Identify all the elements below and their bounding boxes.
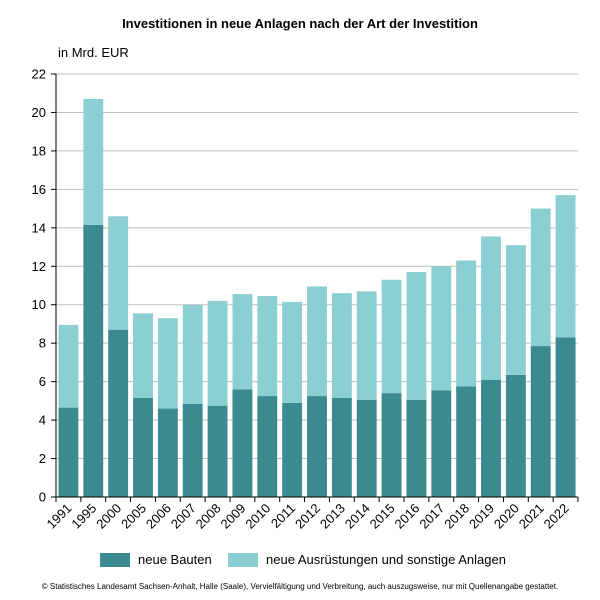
- bar-neue-bauten: [406, 399, 427, 497]
- bar-neue-bauten: [481, 379, 501, 497]
- bar-ausruestungen: [257, 296, 278, 397]
- bar-neue-bauten: [381, 393, 402, 497]
- bar-ausruestungen: [456, 260, 477, 387]
- bar-neue-bauten: [530, 346, 551, 497]
- bar-neue-bauten: [133, 397, 153, 497]
- legend-swatch-ausruestungen: [228, 552, 258, 567]
- bar-neue-bauten: [108, 329, 129, 497]
- x-tick-label: 1991: [43, 501, 74, 532]
- bar-neue-bauten: [257, 396, 278, 497]
- y-tick-label: 14: [32, 220, 46, 235]
- x-tick-label: 1995: [68, 501, 99, 532]
- bar-neue-bauten: [307, 396, 327, 497]
- y-axis-unit-label: in Mrd. EUR: [58, 45, 129, 60]
- y-tick-label: 6: [39, 374, 46, 389]
- bar-ausruestungen: [331, 293, 352, 398]
- bar-ausruestungen: [505, 245, 526, 375]
- y-tick-label: 4: [39, 413, 46, 428]
- bar-ausruestungen: [431, 266, 452, 391]
- x-tick-label: 2014: [342, 501, 373, 532]
- x-tick-label: 2021: [516, 501, 547, 532]
- y-tick-label: 22: [32, 67, 46, 82]
- bar-ausruestungen: [307, 286, 327, 397]
- x-tick-label: 2018: [441, 501, 472, 532]
- x-tick-label: 2016: [391, 501, 422, 532]
- x-tick-label: 2006: [143, 501, 174, 532]
- x-tick-label: 2015: [367, 501, 398, 532]
- x-tick-label: 2005: [118, 501, 149, 532]
- y-tick-label: 20: [32, 105, 46, 120]
- legend: neue Bauten neue Ausrüstungen und sonsti…: [0, 552, 600, 572]
- legend-item-ausruestungen: neue Ausrüstungen und sonstige Anlagen: [228, 552, 506, 567]
- bar-neue-bauten: [456, 386, 477, 497]
- y-tick-label: 0: [39, 490, 46, 505]
- bar-ausruestungen: [182, 304, 203, 404]
- x-tick-label: 2000: [93, 501, 124, 532]
- bar-neue-bauten: [58, 407, 79, 497]
- bar-neue-bauten: [555, 337, 576, 497]
- bar-neue-bauten: [232, 389, 253, 497]
- bar-neue-bauten: [83, 224, 104, 498]
- bar-ausruestungen: [406, 272, 427, 400]
- legend-label-ausruestungen: neue Ausrüstungen und sonstige Anlagen: [266, 552, 506, 567]
- bar-ausruestungen: [83, 98, 104, 225]
- bar-ausruestungen: [530, 208, 551, 347]
- x-tick-label: 2011: [268, 501, 298, 531]
- x-tick-label: 2012: [292, 501, 323, 532]
- x-tick-label: 2010: [242, 501, 273, 532]
- bar-neue-bauten: [431, 390, 452, 497]
- x-tick-label: 2019: [466, 501, 497, 532]
- y-tick-label: 8: [39, 336, 46, 351]
- bar-ausruestungen: [207, 300, 228, 406]
- x-tick-label: 2013: [317, 501, 348, 532]
- y-tick-label: 18: [32, 143, 46, 158]
- legend-label-neue-bauten: neue Bauten: [138, 552, 212, 567]
- chart-title: Investitionen in neue Anlagen nach der A…: [122, 16, 478, 31]
- bar-ausruestungen: [381, 279, 402, 394]
- x-tick-label: 2020: [491, 501, 522, 532]
- y-tick-label: 2: [39, 451, 46, 466]
- bar-neue-bauten: [331, 397, 352, 497]
- bar-ausruestungen: [108, 216, 129, 330]
- x-tick-label: 2022: [541, 501, 572, 532]
- bar-neue-bauten: [207, 405, 228, 497]
- bar-ausruestungen: [282, 301, 303, 403]
- bar-neue-bauten: [157, 408, 178, 497]
- bar-neue-bauten: [282, 402, 303, 497]
- bar-ausruestungen: [58, 324, 79, 408]
- legend-swatch-neue-bauten: [100, 552, 130, 567]
- legend-item-neue-bauten: neue Bauten: [100, 552, 212, 567]
- bar-ausruestungen: [356, 291, 377, 400]
- y-tick-label: 16: [32, 182, 46, 197]
- x-tick-label: 2009: [217, 501, 248, 532]
- x-tick-label: 2007: [168, 501, 199, 532]
- bar-ausruestungen: [232, 294, 253, 390]
- x-tick-label: 2017: [416, 501, 447, 532]
- y-tick-label: 10: [32, 297, 46, 312]
- footer-copyright: © Statistisches Landesamt Sachsen-Anhalt…: [41, 582, 559, 591]
- bar-ausruestungen: [481, 236, 501, 380]
- bar-ausruestungen: [157, 318, 178, 409]
- y-tick-label: 12: [32, 259, 46, 274]
- bar-neue-bauten: [505, 374, 526, 497]
- bar-ausruestungen: [555, 195, 576, 338]
- bar-neue-bauten: [356, 399, 377, 497]
- x-tick-label: 2008: [193, 501, 224, 532]
- bar-ausruestungen: [133, 313, 153, 398]
- bar-neue-bauten: [182, 403, 203, 497]
